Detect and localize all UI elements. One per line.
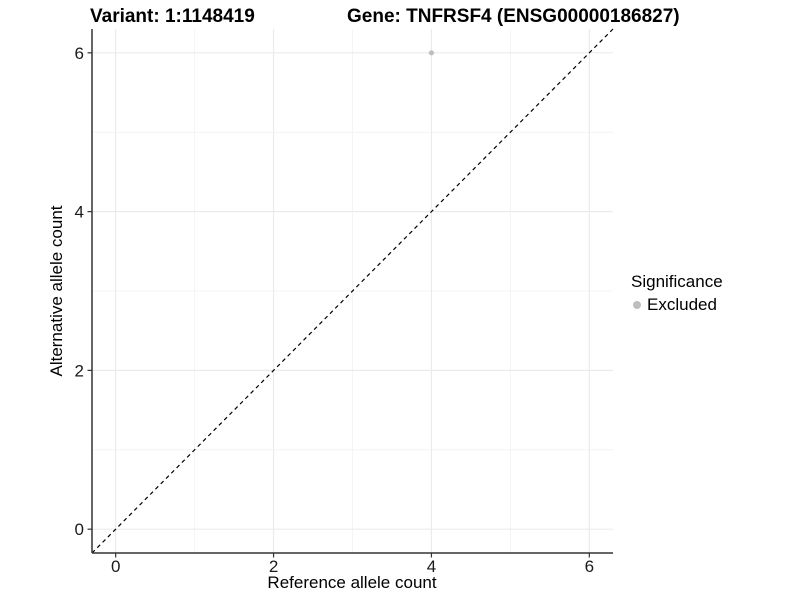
- x-tick-label: 0: [111, 557, 120, 576]
- legend-item-excluded: Excluded: [630, 295, 723, 315]
- x-tick-label: 6: [585, 557, 594, 576]
- legend: Significance Excluded: [630, 272, 723, 315]
- legend-point-icon: [633, 301, 641, 309]
- data-point[interactable]: [428, 50, 435, 56]
- x-axis-title: Reference allele count: [267, 573, 437, 592]
- variant-title: Variant: 1:1148419: [90, 6, 255, 27]
- y-tick-label: 2: [75, 361, 84, 380]
- legend-title: Significance: [631, 272, 723, 291]
- y-tick-label: 0: [75, 520, 84, 539]
- y-tick-label: 4: [75, 203, 84, 222]
- legend-item-label: Excluded: [647, 295, 717, 314]
- identity-reference-line: [91, 28, 614, 554]
- y-tick-label: 6: [75, 44, 84, 63]
- gene-title: Gene: TNFRSF4 (ENSG00000186827): [347, 6, 680, 27]
- x-tick-label: 4: [427, 557, 436, 576]
- x-tick-label: 2: [269, 557, 278, 576]
- y-axis-title: Alternative allele count: [47, 205, 66, 377]
